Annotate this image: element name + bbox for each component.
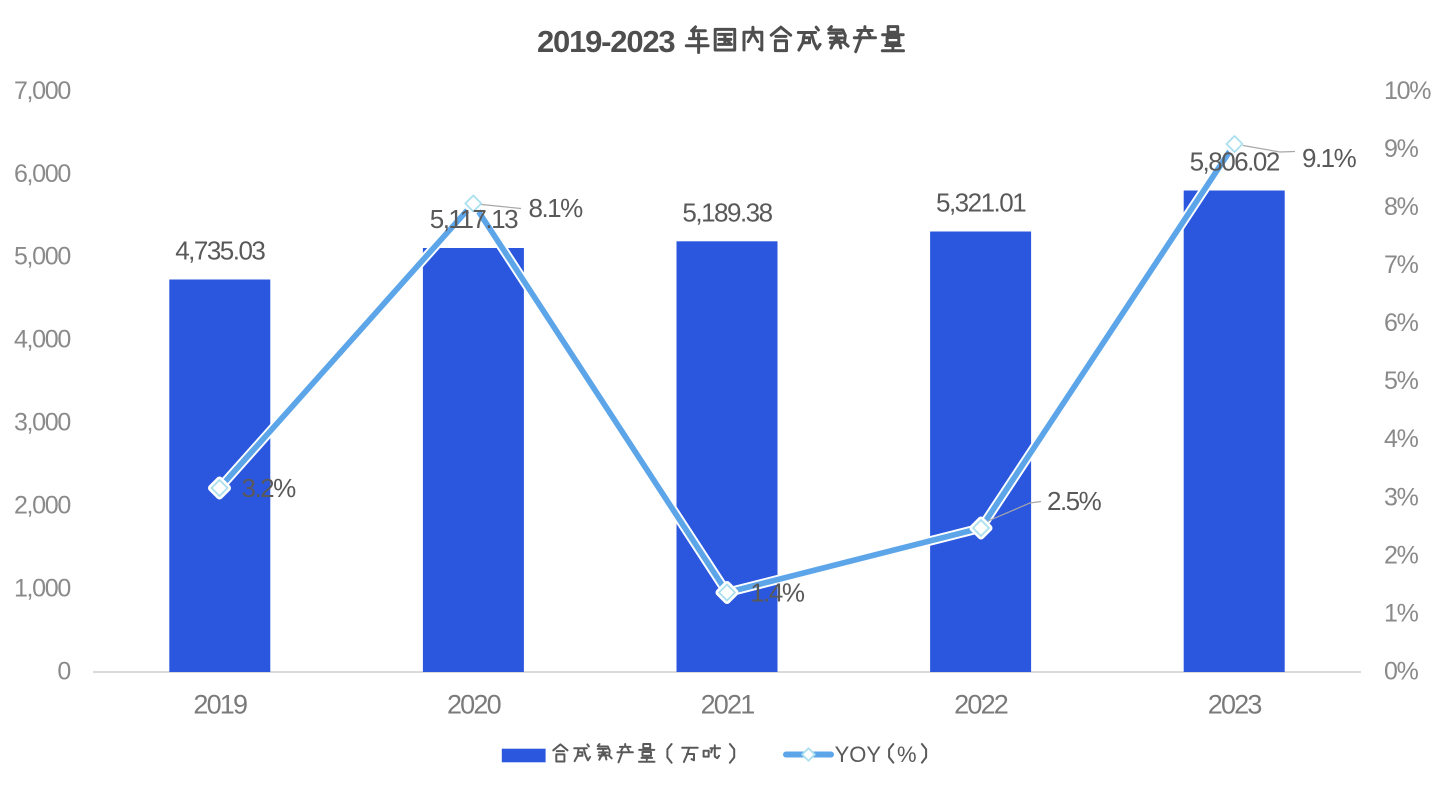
svg-text:8.1%: 8.1%	[529, 193, 584, 223]
svg-text:2022: 2022	[954, 690, 1008, 720]
svg-text:7%: 7%	[1384, 251, 1419, 279]
svg-text:5,189.38: 5,189.38	[682, 197, 772, 227]
svg-text:1.4%: 1.4%	[750, 577, 805, 607]
svg-text:2%: 2%	[1384, 541, 1419, 569]
svg-text:5,000: 5,000	[14, 243, 70, 271]
svg-text:3.2%: 3.2%	[242, 473, 297, 503]
svg-text:2020: 2020	[447, 690, 501, 720]
svg-text:7,000: 7,000	[14, 77, 70, 105]
svg-text:5,806.02: 5,806.02	[1190, 147, 1280, 177]
svg-text:4%: 4%	[1384, 425, 1419, 453]
svg-text:1,000: 1,000	[14, 575, 70, 603]
svg-text:2019: 2019	[193, 690, 247, 720]
svg-text:2,000: 2,000	[14, 492, 70, 520]
svg-text:3%: 3%	[1384, 483, 1419, 511]
svg-text:8%: 8%	[1384, 193, 1419, 221]
svg-text:YOY: YOY	[835, 742, 882, 767]
svg-text:4,000: 4,000	[14, 326, 70, 354]
svg-text:0: 0	[57, 658, 70, 686]
svg-text:5,117.13: 5,117.13	[430, 204, 518, 234]
svg-text:10%: 10%	[1384, 77, 1431, 105]
svg-text:1%: 1%	[1384, 599, 1419, 627]
svg-text:0%: 0%	[1384, 658, 1419, 686]
svg-text:2.5%: 2.5%	[1047, 486, 1102, 516]
svg-text:%: %	[897, 742, 917, 767]
svg-text:4,735.03: 4,735.03	[175, 236, 265, 266]
svg-text:5%: 5%	[1384, 367, 1419, 395]
svg-text:3,000: 3,000	[14, 409, 70, 437]
svg-text:2023: 2023	[1208, 690, 1262, 720]
svg-text:9.1%: 9.1%	[1302, 143, 1357, 173]
svg-text:2021: 2021	[701, 690, 755, 720]
svg-text:5,321.01: 5,321.01	[936, 188, 1026, 218]
svg-text:9%: 9%	[1384, 135, 1419, 163]
svg-text:2019-2023: 2019-2023	[537, 24, 675, 59]
svg-text:6%: 6%	[1384, 309, 1419, 337]
svg-text:6,000: 6,000	[14, 160, 70, 188]
